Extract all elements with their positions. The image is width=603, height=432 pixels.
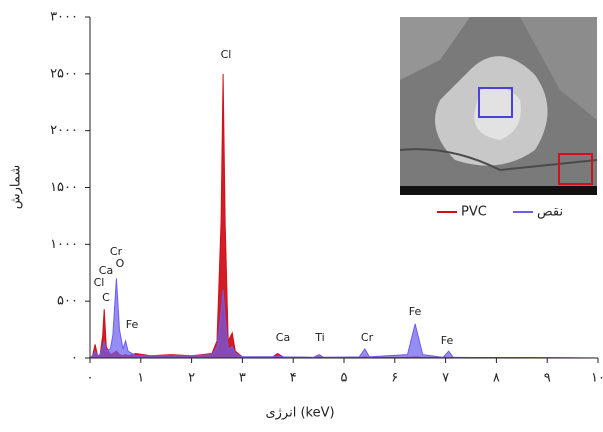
x-tick-label: ۹ [544, 371, 551, 386]
peak-label: Fe [126, 318, 139, 331]
y-tick-label: ۲۵۰۰ [50, 66, 78, 81]
x-tick-label: ۸ [493, 371, 500, 386]
y-tick-label: ۱۰۰۰ [50, 237, 78, 252]
plot-area [88, 73, 599, 359]
peak-label: Cl [94, 276, 105, 289]
peak-label: Fe [409, 305, 422, 318]
x-tick-label: ۱۰ [591, 371, 603, 386]
y-tick-label: ۱۵۰۰ [50, 180, 78, 195]
y-axis-title: شمارش [9, 165, 24, 210]
legend-label: PVC [461, 205, 487, 220]
x-tick-label: ۵ [341, 371, 348, 386]
inset-micrograph [399, 17, 598, 195]
peak-label: Cr [361, 331, 374, 344]
peak-label: Cr [110, 245, 123, 258]
legend-label: نقص [537, 205, 563, 220]
y-tick-label: ۳۰۰۰ [50, 10, 78, 25]
peak-label: Fe [441, 334, 454, 347]
y-tick-label: ۲۰۰۰ [50, 123, 78, 138]
peak-label: Ti [314, 331, 324, 344]
x-tick-label: ۴ [290, 371, 297, 386]
x-tick-label: ۷ [442, 371, 449, 386]
x-tick-label: ۶ [391, 371, 398, 386]
x-tick-label: ۱ [137, 371, 144, 386]
peak-label: O [116, 257, 125, 270]
spectrum-area [89, 278, 599, 359]
x-tick-label: ۰ [87, 371, 94, 386]
peak-label: Ca [99, 264, 113, 277]
x-axis-title: انرژی (keV) [265, 406, 334, 421]
x-tick-label: ۲ [188, 371, 195, 386]
peak-label: Cl [221, 48, 232, 61]
y-tick-label: ۰ [71, 351, 78, 366]
peak-label: Ca [276, 331, 290, 344]
peak-label: C [102, 291, 110, 304]
x-tick-label: ۳ [239, 371, 246, 386]
y-tick-label: ۵۰۰ [57, 294, 78, 309]
